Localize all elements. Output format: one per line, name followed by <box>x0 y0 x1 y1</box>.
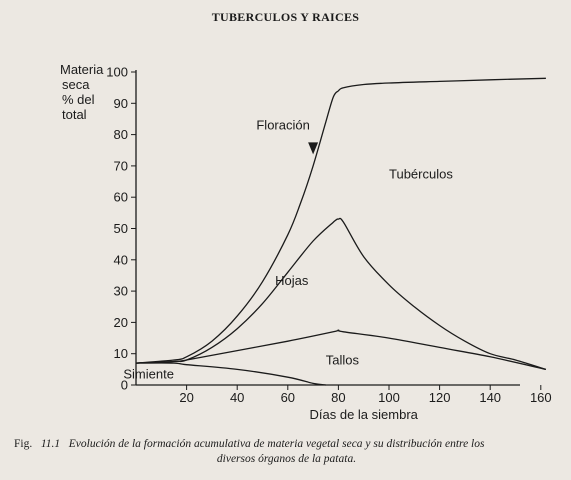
series-label-hojas: Hojas <box>275 273 309 288</box>
y-tick-label: 50 <box>114 221 128 236</box>
chart-labels: Tubérculos Hojas Tallos Simiente Floración <box>123 117 453 381</box>
x-tick-label: 140 <box>479 390 501 405</box>
x-tick-label: 20 <box>179 390 193 405</box>
series-line-tallos <box>135 329 547 371</box>
series-label-tuberculos: Tubérculos <box>389 166 453 181</box>
series-line-simiente <box>135 362 326 386</box>
y-tick-label: 30 <box>114 284 128 299</box>
caption-text-line1: Evolución de la formación acumulativa de… <box>68 438 485 450</box>
series-line-tuberculos <box>135 77 546 364</box>
series-label-tallos: Tallos <box>326 353 360 368</box>
annotation-floracion: Floración <box>256 117 309 132</box>
x-tick-label: 40 <box>230 390 244 405</box>
y-tick-label: 10 <box>114 346 128 361</box>
x-axis-title: Días de la siembra <box>310 407 419 422</box>
y-tick-label: 40 <box>114 252 128 267</box>
y-axis-title-line: % del <box>62 92 95 107</box>
series-line-hojas <box>135 217 547 371</box>
caption-fig-number: 11.1 <box>40 438 61 450</box>
y-tick-label: 80 <box>114 127 128 142</box>
y-tick-label: 100 <box>106 65 128 80</box>
x-tick-label: 60 <box>281 390 295 405</box>
series-label-simiente: Simiente <box>123 367 174 382</box>
x-tick-label: 80 <box>331 390 345 405</box>
y-axis-title-line: seca <box>62 77 90 92</box>
y-tick-label: 90 <box>114 96 128 111</box>
x-tick-label: 100 <box>378 390 400 405</box>
y-tick-label: 70 <box>114 158 128 173</box>
figure-caption: Fig. 11.1 Evolución de la formación acum… <box>14 437 559 467</box>
caption-fig-label: Fig. <box>14 438 33 450</box>
x-tick-label: 160 <box>530 390 552 405</box>
y-axis-title-line: total <box>62 107 87 122</box>
y-axis-title-line: Materia <box>60 62 104 77</box>
y-tick-label: 60 <box>114 190 128 205</box>
annotation-arrow <box>308 142 319 155</box>
x-tick-label: 120 <box>429 390 451 405</box>
y-tick-label: 0 <box>121 378 128 393</box>
y-axis-title: Materia seca% del total <box>60 62 104 122</box>
caption-text-line2: diversos órganos de la patata. <box>216 453 357 465</box>
dry-matter-chart: 0 10 20 30 40 50 60 70 80 90 100 20 40 60 80 100 120 140 1… <box>60 62 552 422</box>
chart-series <box>135 77 547 386</box>
chart-axes: 0 10 20 30 40 50 60 70 80 90 100 20 40 60 80 100 120 140 1… <box>60 62 552 422</box>
page-header: TUBERCULOS Y RAICES <box>211 10 360 24</box>
y-tick-label: 20 <box>114 315 128 330</box>
